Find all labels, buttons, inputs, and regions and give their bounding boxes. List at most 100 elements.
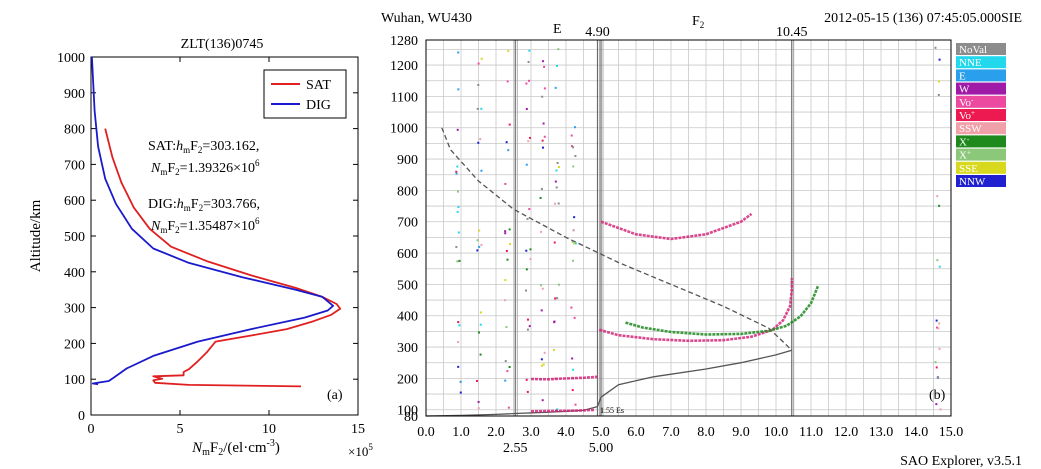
legend-label: W: [959, 84, 970, 96]
sounding-echo-dot: [571, 240, 574, 243]
legend-dig-label: DIG: [306, 98, 331, 113]
annotation-dig-nmf2: NmF2=1.35487×106: [150, 216, 260, 235]
sounding-echo-dot: [556, 408, 559, 411]
sounding-echo-dot: [541, 287, 544, 290]
sounding-echo-dot: [525, 289, 528, 292]
x-tick-label-b: 1.0: [452, 425, 470, 440]
sounding-echo-dot: [480, 169, 483, 172]
sounding-echo-dot: [572, 368, 575, 371]
x-tick-label-b: 8.0: [697, 425, 715, 440]
y-tick-label-a: 200: [64, 337, 85, 352]
sounding-echo-dot: [505, 141, 508, 144]
ionogram-station-label: Wuhan, WU430: [381, 11, 472, 26]
x-tick-label-b: 9.0: [732, 425, 750, 440]
sounding-echo-dot: [455, 172, 458, 175]
sounding-echo-dot: [574, 126, 577, 129]
series-line-sat: [104, 128, 342, 388]
panel-a-annotation-dig: DIG:hmF2=303.766, NmF2=1.35487×106: [148, 197, 260, 235]
sounding-echo-dot: [541, 146, 544, 149]
legend-label: NoVal: [959, 44, 987, 56]
sounding-echo-dot: [572, 146, 575, 149]
sounding-echo-dot: [574, 242, 577, 245]
sounding-echo-dot: [479, 353, 482, 356]
sounding-echo-dot: [477, 407, 480, 410]
true-height-profile: [425, 349, 792, 417]
y-tick-label-b: 900: [397, 153, 418, 168]
sounding-echo-dot: [480, 107, 483, 110]
sounding-echo-dot: [506, 370, 509, 373]
sounding-echo-dot: [937, 93, 940, 96]
panel-a-profile-chart: ZLT(136)0745 0 5 10 15 0 100 200 300 400 500 600 7…: [28, 37, 373, 459]
sounding-echo-dot: [505, 249, 508, 252]
panel-a-x-axis-label: NmF2/(el·cm-3): [191, 438, 280, 458]
legend-color-box: [956, 69, 1006, 82]
sounding-echo-dot: [455, 170, 458, 173]
legend-color-box: [956, 175, 1006, 187]
echo-trace: [598, 278, 794, 343]
sounding-echo-dot: [543, 87, 546, 90]
sounding-echo-dot: [456, 165, 459, 168]
sounding-echo-dot: [540, 230, 543, 233]
y-tick-label-b: 100: [397, 404, 418, 419]
sounding-echo-dot: [457, 51, 460, 54]
legend-color-box: [956, 95, 1006, 108]
sounding-echo-dot: [459, 391, 462, 394]
annotation-dig-hmf2: DIG:hmF2=303.766,: [148, 197, 260, 213]
y-tick-label-a: 1000: [57, 51, 85, 66]
legend-label: X-: [959, 135, 970, 148]
sounding-echo-dot: [508, 366, 511, 369]
x-tick-label-b: 3.0: [522, 425, 540, 440]
sounding-echo-dot: [571, 357, 574, 360]
sounding-echo-dot: [527, 140, 530, 143]
sounding-echo-dot: [938, 80, 941, 83]
legend-label: NNW: [959, 176, 986, 188]
sounding-echo-dot: [529, 248, 532, 251]
sounding-echo-dot: [935, 319, 938, 322]
critical-frequency-label: 5.00: [589, 441, 614, 456]
sounding-echo-dot: [936, 376, 939, 379]
sounding-echo-dot: [456, 128, 459, 131]
sounding-echo-dot: [570, 134, 573, 137]
legend-label: Vo-: [959, 96, 974, 109]
legend-label: SSW: [959, 123, 982, 135]
sounding-echo-dot: [475, 380, 478, 383]
sounding-echo-dot: [480, 243, 483, 246]
y-tick-label-b: 500: [397, 278, 418, 293]
sounding-echo-dot: [555, 169, 558, 172]
sounding-echo-dot: [508, 243, 511, 246]
sounding-echo-dot: [457, 340, 460, 343]
sounding-echo-dot: [457, 206, 460, 209]
sounding-echo-dot: [573, 316, 576, 319]
x-tick-label-b: 10.0: [764, 425, 789, 440]
sounding-echo-dot: [479, 138, 482, 141]
sounding-echo-dot: [553, 241, 556, 244]
sounding-echo-dot: [528, 79, 531, 82]
sounding-echo-dot: [540, 309, 543, 312]
sounding-echo-dot: [476, 249, 479, 252]
sounding-echo-dot: [542, 122, 545, 125]
sounding-echo-dot: [938, 265, 941, 268]
legend-label: SSE: [959, 163, 978, 175]
y-tick-label-b: 200: [397, 372, 418, 387]
sounding-echo-dot: [558, 283, 561, 286]
sounding-echo-dot: [554, 180, 557, 183]
sounding-echo-dot: [457, 231, 460, 234]
sounding-echo-dot: [935, 326, 938, 329]
sounding-echo-dot: [557, 48, 560, 51]
sounding-echo-dot: [542, 60, 545, 63]
sounding-echo-dot: [526, 217, 529, 220]
sounding-echo-dot: [476, 239, 479, 242]
sounding-echo-dot: [458, 324, 461, 327]
panel-a-y-axis-label: Altitude/km: [28, 199, 44, 272]
x-tick-label-b: 12.0: [834, 425, 859, 440]
sounding-echo-dot: [574, 154, 577, 157]
sounding-echo-dot: [556, 297, 559, 300]
x-tick-label-b: 14.0: [904, 425, 929, 440]
x-tick-label-b: 15.0: [939, 425, 964, 440]
sounding-echo-dot: [572, 165, 575, 168]
sounding-echo-dot: [477, 62, 480, 65]
sounding-echo-dot: [455, 246, 458, 249]
ionogram-timestamp: 2012-05-15 (136) 07:45:05.000SIE: [824, 11, 1022, 26]
